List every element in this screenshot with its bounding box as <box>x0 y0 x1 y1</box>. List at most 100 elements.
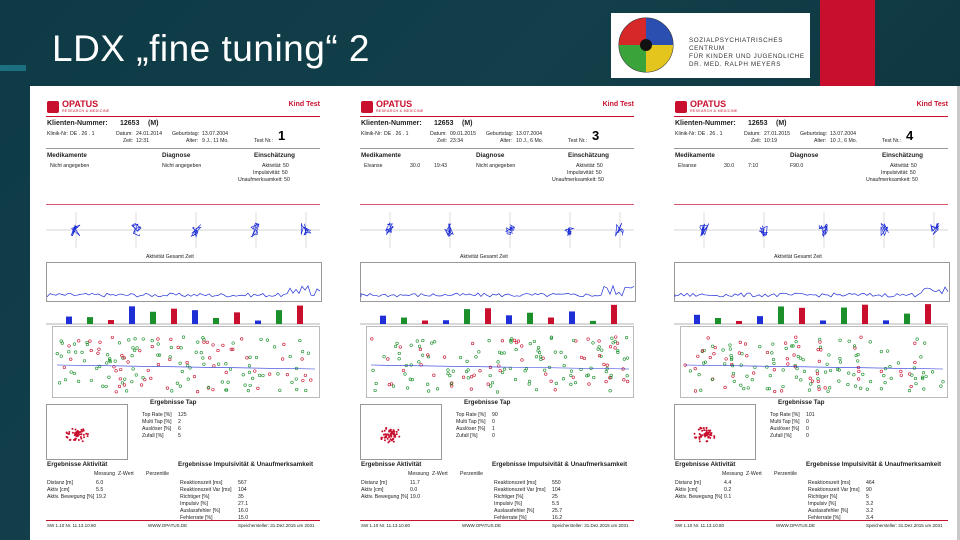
reaction-point <box>419 363 423 367</box>
reaction-point <box>59 354 63 358</box>
reaction-point <box>67 350 71 354</box>
reaction-point <box>146 368 150 373</box>
reaction-point <box>688 369 693 373</box>
reaction-point <box>702 348 706 353</box>
reaction-point <box>442 355 447 359</box>
imp-row-label: Impulsiv [%] <box>494 501 522 507</box>
reaction-point <box>509 340 513 344</box>
reaction-point <box>753 365 757 369</box>
reaction-point <box>808 376 812 380</box>
reaction-point <box>801 358 805 362</box>
tap-point <box>397 428 400 431</box>
tap-bar <box>757 316 763 324</box>
activity-line <box>46 285 321 298</box>
estimate-line: Impulsivität: 50 <box>253 170 288 176</box>
reaction-point <box>478 369 482 373</box>
klient-label: Klienten-Nummer: <box>47 120 108 127</box>
clinic-name-line: SOZIALPSYCHIATRISCHES CENTRUM <box>689 37 784 52</box>
reaction-point <box>549 379 553 383</box>
tap-row-label: Multi Tap [%] <box>770 419 800 425</box>
reaction-point <box>743 342 748 346</box>
footer-version: SW 1.10 Nr. 11.13.10.80 <box>361 523 410 528</box>
klient-label: Klienten-Nummer: <box>675 120 736 127</box>
reaction-point <box>571 375 575 379</box>
reaction-point <box>597 339 601 343</box>
reaction-point <box>89 378 93 383</box>
results-tap-title: Ergebnisse Tap <box>778 399 825 406</box>
reaction-point <box>433 340 437 344</box>
reaction-point <box>528 342 532 346</box>
tap-point <box>705 440 708 443</box>
reaction-point <box>487 339 491 343</box>
divider <box>360 520 634 521</box>
tap-point <box>395 430 398 433</box>
akt-row-label: Aktiv [cm] <box>361 487 384 493</box>
divider <box>46 148 320 149</box>
trend-line <box>684 364 944 370</box>
medication-time: 7:10 <box>748 163 759 169</box>
tap-point <box>707 431 710 434</box>
reaction-point <box>771 342 775 346</box>
reaction-point <box>823 370 828 374</box>
tap-bar <box>485 308 491 324</box>
tap-point <box>386 433 389 436</box>
klient-sex: (M) <box>776 120 787 127</box>
tap-bar <box>66 316 72 324</box>
reaction-point <box>561 377 566 381</box>
reaction-point <box>488 365 493 369</box>
tap-point <box>705 426 708 429</box>
reaction-point <box>370 337 374 341</box>
opatus-logo-icon <box>675 101 687 113</box>
reaction-point <box>435 387 440 391</box>
reaction-point <box>273 345 277 349</box>
akt-col-header: Z-Wert <box>432 471 448 477</box>
reaction-point <box>597 345 601 349</box>
reaction-point <box>248 355 252 359</box>
geburt-label: Geburtstag: <box>486 131 514 137</box>
reaction-point <box>724 357 728 361</box>
tap-point <box>77 433 80 436</box>
reaction-point <box>430 341 434 345</box>
reaction-point <box>828 386 832 390</box>
reaction-point <box>427 389 431 393</box>
reaction-point <box>909 384 913 389</box>
reaction-point <box>119 367 123 372</box>
activity-line <box>674 286 949 298</box>
brand-name: OPATUS <box>690 99 727 109</box>
reaction-point <box>913 341 917 345</box>
imp-row-value: 16.2 <box>552 515 563 521</box>
klient-number: 12653 <box>748 120 768 127</box>
reaction-point <box>622 378 626 382</box>
reaction-point <box>298 338 302 343</box>
reaction-point <box>785 357 789 361</box>
reaction-point <box>149 376 153 380</box>
akt-col-header: Perzentile <box>460 471 484 477</box>
reaction-point <box>95 366 99 370</box>
zeit-label: Zeit: <box>123 138 134 144</box>
reaction-point <box>852 373 856 377</box>
tap-bar <box>297 305 303 324</box>
imp-row-value: 35 <box>238 494 244 500</box>
estimate-line: Impulsivität: 50 <box>567 170 602 176</box>
reaction-point <box>512 338 517 342</box>
klinik-value: DE . 26 . 1 <box>384 131 409 137</box>
imp-row-label: Richtiger [%] <box>494 494 524 500</box>
imp-row-label: Fehlerrate [%] <box>808 515 841 521</box>
estimate-line: Unaufmerksamkeit: 50 <box>238 177 290 183</box>
reaction-point <box>180 369 184 374</box>
reaction-point <box>216 348 220 353</box>
reaction-point <box>241 373 245 377</box>
reaction-point <box>924 374 928 379</box>
imp-row-value: 25 <box>552 494 558 500</box>
imp-row-value: 550 <box>552 480 561 486</box>
reaction-point <box>784 346 788 350</box>
reaction-point <box>202 340 206 344</box>
tap-point <box>395 433 398 436</box>
reaction-point <box>605 363 609 367</box>
reaction-point <box>465 359 469 363</box>
reaction-point <box>888 365 892 369</box>
tap-cluster-plot <box>46 404 128 460</box>
tap-point <box>71 427 74 430</box>
reaction-point <box>98 340 102 344</box>
reaction-point <box>247 370 252 374</box>
